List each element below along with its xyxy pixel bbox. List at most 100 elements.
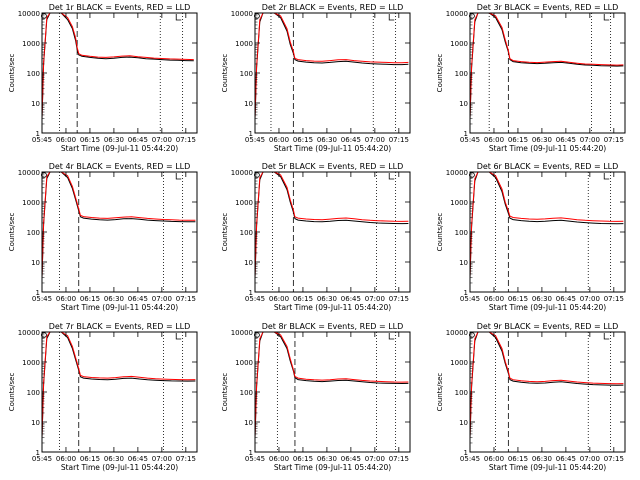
y-axis-label-8: Counts/sec xyxy=(221,373,229,412)
y-tick-label-1-5: 10000 xyxy=(18,10,40,18)
y-tick-label-5-1: 1 xyxy=(249,289,253,297)
series-lld-6 xyxy=(470,172,624,278)
y-tick-label-6-2: 10 xyxy=(459,259,468,267)
x-tick-label-7-7: 07:15 xyxy=(176,455,196,463)
x-tick-label-3-7: 07:15 xyxy=(604,136,624,144)
x-axis-label-6: Start Time (09-Jul-11 05:44:20) xyxy=(489,303,606,312)
y-tick-label-7-3: 100 xyxy=(27,389,40,397)
x-tick-label-5-7: 07:15 xyxy=(389,295,409,303)
x-axis-label-1: Start Time (09-Jul-11 05:44:20) xyxy=(61,144,178,153)
y-tick-label-4-4: 1000 xyxy=(22,199,40,207)
x-tick-label-6-3: 06:15 xyxy=(508,295,528,303)
x-tick-label-8-1: 05:45 xyxy=(245,455,265,463)
y-tick-label-9-3: 100 xyxy=(455,389,468,397)
y-tick-label-1-2: 10 xyxy=(31,100,40,108)
y-tick-label-1-4: 1000 xyxy=(22,40,40,48)
plot-frame-3 xyxy=(469,12,626,134)
y-tick-label-9-2: 10 xyxy=(459,419,468,427)
series-events-9 xyxy=(470,332,624,438)
y-tick-label-6-3: 100 xyxy=(455,229,468,237)
x-tick-label-4-1: 05:45 xyxy=(32,295,52,303)
series-lld-4 xyxy=(42,172,196,278)
x-tick-label-2-3: 06:15 xyxy=(293,136,313,144)
x-tick-label-8-5: 06:45 xyxy=(341,455,361,463)
x-tick-label-3-6: 07:00 xyxy=(580,136,600,144)
y-tick-label-4-1: 1 xyxy=(36,289,40,297)
chart-title-2: Det 2r BLACK = Events, RED = LLD xyxy=(262,3,404,12)
series-events-2 xyxy=(255,13,409,119)
x-axis-label-3: Start Time (09-Jul-11 05:44:20) xyxy=(489,144,606,153)
x-tick-label-5-3: 06:15 xyxy=(293,295,313,303)
y-tick-label-6-4: 1000 xyxy=(450,199,468,207)
y-tick-label-8-4: 1000 xyxy=(235,359,253,367)
x-tick-label-7-1: 05:45 xyxy=(32,455,52,463)
y-tick-label-5-2: 10 xyxy=(244,259,253,267)
y-axis-label-7: Counts/sec xyxy=(8,373,16,412)
chart-title-5: Det 5r BLACK = Events, RED = LLD xyxy=(262,162,404,171)
chart-title-9: Det 9r BLACK = Events, RED = LLD xyxy=(477,322,619,331)
x-axis-label-7: Start Time (09-Jul-11 05:44:20) xyxy=(61,463,178,472)
x-tick-label-4-3: 06:15 xyxy=(80,295,100,303)
x-tick-label-5-1: 05:45 xyxy=(245,295,265,303)
y-tick-label-3-1: 1 xyxy=(464,130,468,138)
y-tick-label-9-4: 1000 xyxy=(450,359,468,367)
x-tick-label-7-6: 07:00 xyxy=(152,455,172,463)
series-lld-9 xyxy=(470,332,624,438)
x-tick-label-1-1: 05:45 xyxy=(32,136,52,144)
series-lld-7 xyxy=(42,332,196,438)
y-tick-label-4-5: 10000 xyxy=(18,169,40,177)
y-tick-label-7-4: 1000 xyxy=(22,359,40,367)
x-tick-label-7-2: 06:00 xyxy=(56,455,76,463)
y-tick-label-6-5: 10000 xyxy=(446,169,468,177)
y-tick-label-5-3: 100 xyxy=(240,229,253,237)
y-tick-label-2-2: 10 xyxy=(244,100,253,108)
plot-frame-5 xyxy=(254,171,411,293)
plot-frame-4 xyxy=(41,171,198,293)
plot-frame-1 xyxy=(41,12,198,134)
chart-title-1: Det 1r BLACK = Events, RED = LLD xyxy=(49,3,191,12)
x-tick-label-9-5: 06:45 xyxy=(556,455,576,463)
x-tick-label-9-6: 07:00 xyxy=(580,455,600,463)
y-tick-label-8-2: 10 xyxy=(244,419,253,427)
x-tick-label-4-4: 06:30 xyxy=(104,295,124,303)
y-axis-label-6: Counts/sec xyxy=(436,213,444,252)
x-tick-label-6-1: 05:45 xyxy=(460,295,480,303)
x-axis-label-9: Start Time (09-Jul-11 05:44:20) xyxy=(489,463,606,472)
chart-panel-8: Det 8r BLACK = Events, RED = LLD 1 10 100 10… xyxy=(221,322,411,472)
x-tick-label-4-6: 07:00 xyxy=(152,295,172,303)
y-tick-label-3-3: 100 xyxy=(455,70,468,78)
x-tick-label-4-5: 06:45 xyxy=(128,295,148,303)
series-events-6 xyxy=(470,172,624,278)
y-tick-label-8-3: 100 xyxy=(240,389,253,397)
y-tick-label-1-1: 1 xyxy=(36,130,40,138)
series-lld-3 xyxy=(470,13,624,119)
x-tick-label-2-4: 06:30 xyxy=(317,136,337,144)
y-tick-label-5-4: 1000 xyxy=(235,199,253,207)
y-tick-label-3-4: 1000 xyxy=(450,40,468,48)
plot-frame-7 xyxy=(41,331,198,453)
series-events-8 xyxy=(255,332,409,438)
chart-title-4: Det 4r BLACK = Events, RED = LLD xyxy=(49,162,191,171)
chart-panel-1: Det 1r BLACK = Events, RED = LLD 1 10 100 10… xyxy=(8,3,198,153)
x-tick-label-9-1: 05:45 xyxy=(460,455,480,463)
x-tick-label-2-7: 07:15 xyxy=(389,136,409,144)
series-lld-1 xyxy=(42,13,194,119)
x-tick-label-2-6: 07:00 xyxy=(365,136,385,144)
y-tick-label-2-1: 1 xyxy=(249,130,253,138)
x-axis-label-2: Start Time (09-Jul-11 05:44:20) xyxy=(274,144,391,153)
plot-frame-8 xyxy=(254,331,411,453)
y-tick-label-1-3: 100 xyxy=(27,70,40,78)
plot-frame-9 xyxy=(469,331,626,453)
chart-panel-7: Det 7r BLACK = Events, RED = LLD 1 10 100 10… xyxy=(8,322,198,472)
x-tick-label-5-6: 07:00 xyxy=(365,295,385,303)
chart-panel-2: Det 2r BLACK = Events, RED = LLD 1 10 100 10… xyxy=(221,3,411,153)
chart-title-3: Det 3r BLACK = Events, RED = LLD xyxy=(477,3,619,12)
x-tick-label-6-7: 07:15 xyxy=(604,295,624,303)
series-lld-2 xyxy=(255,13,409,119)
x-tick-label-9-7: 07:15 xyxy=(604,455,624,463)
y-tick-label-4-2: 10 xyxy=(31,259,40,267)
y-axis-label-9: Counts/sec xyxy=(436,373,444,412)
y-tick-label-6-1: 1 xyxy=(464,289,468,297)
y-tick-label-8-5: 10000 xyxy=(231,329,253,337)
